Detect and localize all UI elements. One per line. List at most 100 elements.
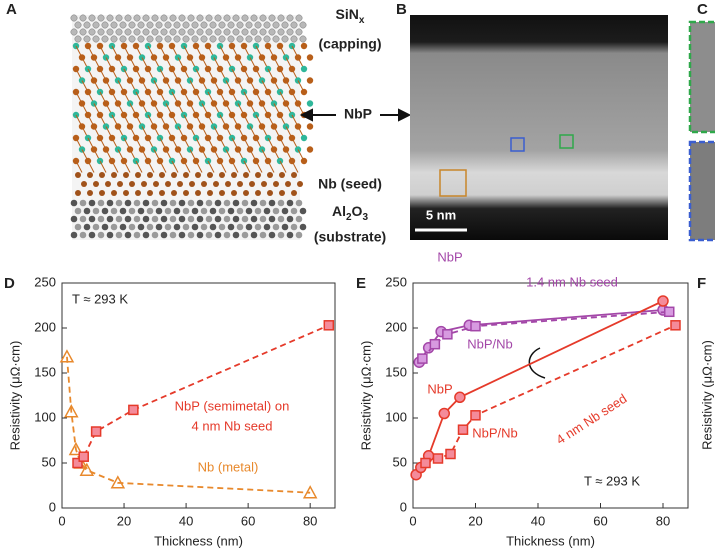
atom [241, 215, 249, 223]
atom [205, 231, 213, 239]
atom [70, 28, 78, 36]
y-tick-label: 0 [49, 499, 56, 514]
subscript: 3 [362, 212, 368, 223]
atom [169, 199, 177, 207]
panel-label: B [396, 1, 407, 18]
atom [93, 181, 99, 187]
atom [151, 28, 159, 36]
atom [187, 231, 195, 239]
atom [110, 21, 118, 29]
plot-frame [61, 282, 336, 509]
atom [290, 223, 298, 231]
atom [209, 207, 217, 215]
atom [173, 223, 181, 231]
atom [250, 215, 258, 223]
y-tick-label: 100 [34, 409, 56, 424]
atom [299, 223, 307, 231]
formula: SiN [336, 6, 359, 22]
atom [88, 215, 96, 223]
series-label: NbP/Nb [472, 425, 518, 440]
atom [268, 199, 276, 207]
atom [151, 14, 159, 22]
x-tick-label: 0 [58, 513, 65, 528]
atom [119, 35, 127, 43]
atom [195, 172, 201, 178]
y-tick-label: 100 [385, 409, 407, 424]
y-tick-label: 150 [385, 364, 407, 379]
atom [178, 14, 186, 22]
subscript: 2 [346, 212, 352, 223]
annotation: T ≈ 293 K [72, 291, 128, 306]
atom [164, 35, 172, 43]
atom [123, 172, 129, 178]
panel-label: C [697, 1, 708, 18]
atom [79, 215, 87, 223]
atom [214, 28, 222, 36]
atom [133, 28, 141, 36]
y-axis-title: Resistivity (μΩ·cm) [699, 340, 714, 450]
bond [183, 160, 191, 173]
atom [169, 14, 177, 22]
region-box [439, 169, 467, 197]
atom [223, 199, 231, 207]
data-point [128, 404, 139, 416]
atom [255, 172, 261, 178]
data-point [457, 424, 469, 435]
atom [173, 35, 181, 43]
annotation: 4 nm Nb seed [192, 418, 273, 433]
atom [207, 172, 213, 178]
atom [142, 231, 150, 239]
atom [106, 215, 114, 223]
atom [153, 181, 159, 187]
atom [259, 14, 267, 22]
atom [268, 14, 276, 22]
atom [281, 207, 289, 215]
data-point [79, 462, 95, 476]
panel-label: D [4, 275, 15, 292]
atom [277, 215, 285, 223]
series-label: NbP [437, 249, 462, 264]
atom [128, 223, 136, 231]
atom [306, 77, 314, 84]
atom [146, 207, 154, 215]
atom [155, 223, 163, 231]
atom [279, 172, 285, 178]
atom [196, 199, 204, 207]
bond [147, 160, 155, 173]
bond [87, 160, 95, 173]
arrowhead [299, 108, 313, 122]
atom [297, 181, 303, 187]
atom [201, 181, 207, 187]
data-point [454, 391, 466, 404]
atom [236, 207, 244, 215]
atom [268, 28, 276, 36]
atom [92, 21, 100, 29]
data-point [90, 426, 102, 437]
atom [300, 134, 308, 142]
atom [133, 14, 141, 22]
y-axis-title: Resistivity (μΩ·cm) [7, 341, 22, 451]
atom [79, 14, 87, 22]
bond [255, 160, 263, 173]
atom [146, 21, 154, 29]
annotation: 4 nm Nb seed [553, 391, 629, 448]
atom [146, 35, 154, 43]
atom [106, 28, 114, 36]
arrows [299, 108, 412, 122]
atom [306, 54, 314, 61]
data-point [68, 441, 84, 456]
atom [160, 231, 168, 239]
atom [111, 172, 117, 178]
atom [74, 21, 82, 29]
atom [178, 231, 186, 239]
data-point [445, 448, 456, 460]
atom [183, 172, 189, 178]
atom [146, 223, 154, 231]
atom [169, 231, 177, 239]
atom [160, 14, 168, 22]
atom [137, 35, 145, 43]
atom [245, 223, 253, 231]
atom [232, 28, 240, 36]
atom [259, 199, 267, 207]
